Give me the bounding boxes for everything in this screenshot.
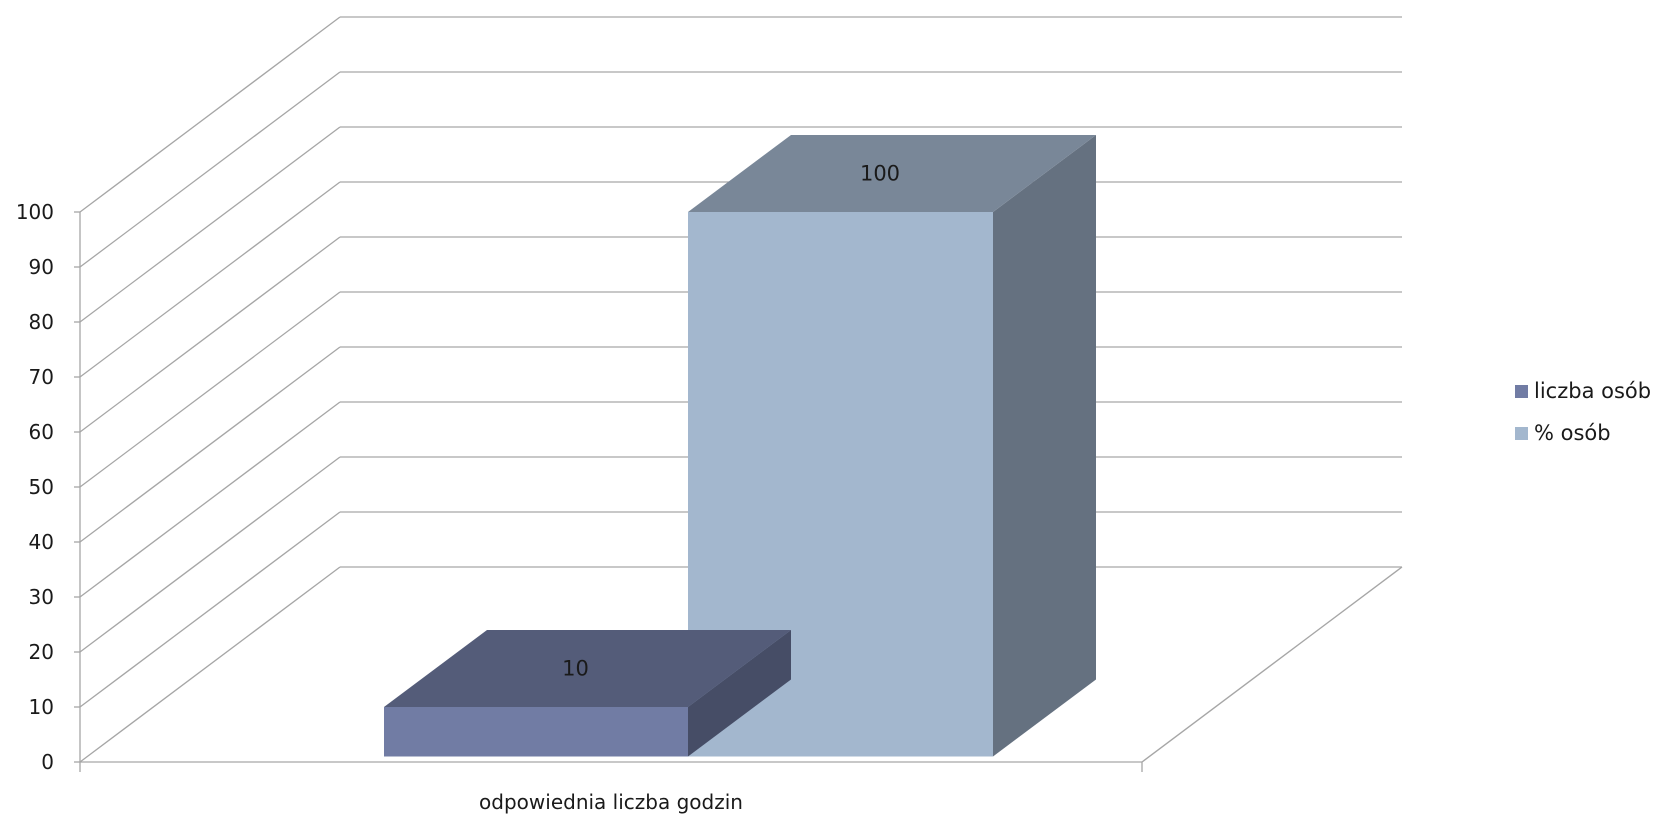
- y-tick-label: 20: [29, 640, 54, 664]
- legend-item-series-1: liczba osób: [1515, 370, 1651, 412]
- y-tick-label: 60: [29, 420, 54, 444]
- y-tick-label: 30: [29, 585, 54, 609]
- gridline-side: [79, 511, 341, 708]
- bar-side-series-1: [688, 630, 791, 757]
- legend: liczba osób % osób: [1515, 370, 1651, 454]
- gridline-side: [79, 236, 341, 433]
- bar-top-series-2: [688, 135, 1096, 212]
- y-tick-label: 70: [29, 365, 54, 389]
- gridline-side: [79, 181, 341, 378]
- bar-side-series-2: [993, 135, 1096, 757]
- gridline-side: [79, 346, 341, 543]
- bar-front-series-1: [384, 707, 688, 757]
- gridline-side: [79, 456, 341, 653]
- gridline-side: [79, 126, 341, 323]
- y-tick-label: 80: [29, 310, 54, 334]
- axes: 0 10 20 30 40 50 60 70 80 90 100 odpowiednia liczba…: [16, 200, 1403, 814]
- gridline-side: [79, 401, 341, 598]
- y-tick-label: 50: [29, 475, 54, 499]
- bars: [384, 135, 1096, 757]
- data-label-series-2: 100: [860, 162, 900, 186]
- y-tick-label: 10: [29, 695, 54, 719]
- legend-item-series-2: % osób: [1515, 412, 1651, 454]
- bar-top-series-1: [384, 630, 791, 707]
- x-category-label: odpowiednia liczba godzin: [479, 790, 743, 814]
- legend-swatch-series-2: [1515, 426, 1528, 440]
- y-tick-label: 0: [41, 750, 54, 774]
- labels: 100 10: [562, 162, 900, 681]
- gridline-side: [79, 291, 341, 488]
- gridline-side: [79, 71, 341, 268]
- gridline-side: [79, 16, 341, 213]
- legend-swatch-series-1: [1515, 384, 1528, 398]
- gridline-side: [79, 566, 341, 763]
- floor-right-edge: [1141, 566, 1403, 763]
- data-label-series-1: 10: [562, 657, 589, 681]
- legend-label-series-1: liczba osób: [1534, 379, 1652, 403]
- y-tick-label: 100: [16, 200, 54, 224]
- legend-label-series-2: % osób: [1534, 421, 1611, 445]
- y-tick-label: 40: [29, 530, 54, 554]
- y-tick-label: 90: [29, 255, 54, 279]
